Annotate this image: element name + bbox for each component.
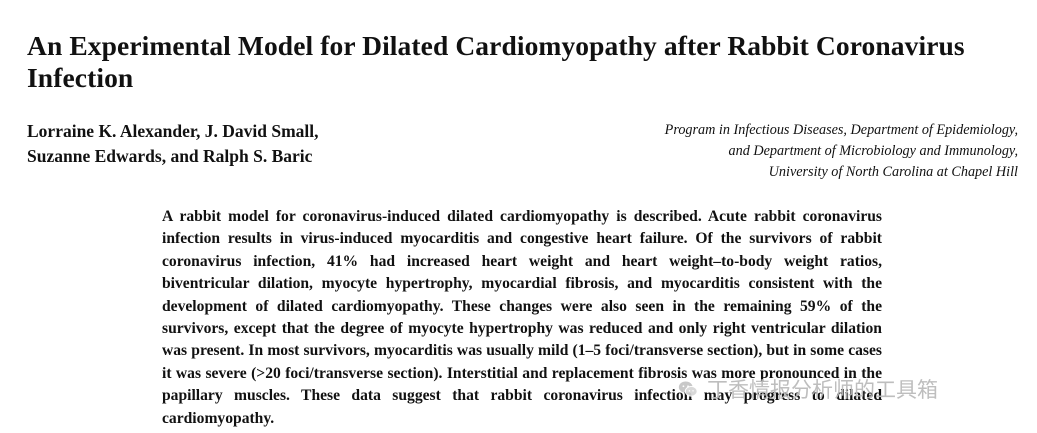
affiliation-line: and Department of Microbiology and Immun… bbox=[728, 143, 1019, 159]
watermark-text: 丁香情报分析师的工具箱 bbox=[707, 378, 938, 402]
author-line: Suzanne Edwards, and Ralph S. Baric bbox=[27, 146, 313, 166]
wechat-icon bbox=[678, 381, 698, 397]
affiliation-line: Program in Infectious Diseases, Departme… bbox=[664, 122, 1018, 138]
abstract-text: A rabbit model for coronavirus-induced d… bbox=[162, 208, 882, 427]
affiliation-line: University of North Carolina at Chapel H… bbox=[768, 164, 1018, 180]
author-list: Lorraine K. Alexander, J. David Small, S… bbox=[27, 119, 527, 169]
paper-title: An Experimental Model for Dilated Cardio… bbox=[27, 30, 965, 93]
watermark: 丁香情报分析师的工具箱 bbox=[677, 375, 938, 403]
author-line: Lorraine K. Alexander, J. David Small, bbox=[27, 121, 319, 141]
affiliation: Program in Infectious Diseases, Departme… bbox=[498, 120, 1018, 183]
